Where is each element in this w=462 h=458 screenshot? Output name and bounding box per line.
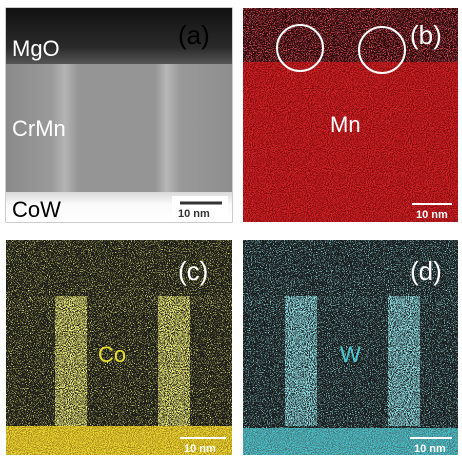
panel-a: (a) MgO CrMn CoW 10 nm: [6, 8, 232, 222]
noise: [6, 296, 232, 308]
layer-label: MgO: [12, 36, 60, 61]
element-label: W: [340, 342, 361, 367]
panel-b: (b) Mn 10 nm: [243, 8, 458, 222]
panel-tag: (b): [410, 20, 442, 50]
scale-label: 10 nm: [414, 443, 446, 455]
panel-tag: (c): [178, 256, 208, 286]
stripe: [388, 296, 420, 426]
noise: [243, 296, 458, 306]
stripe: [158, 296, 190, 426]
scale-label: 10 nm: [184, 443, 216, 455]
panel-tag: (a): [178, 20, 210, 50]
scale-label: 10 nm: [178, 208, 210, 220]
element-label: Co: [98, 342, 126, 367]
layer-label: CoW: [12, 197, 61, 222]
stripe: [285, 296, 317, 426]
panel-c: (c) Co 10 nm: [6, 240, 232, 455]
layer-label: CrMn: [12, 116, 66, 141]
scale-label: 10 nm: [416, 209, 448, 221]
panel-d: (d) W 10 nm: [243, 240, 458, 455]
panel-tag: (d): [410, 256, 442, 286]
page: (a) MgO CrMn CoW 10 nm (b) Mn 10 nm (c) …: [0, 0, 462, 458]
figure: (a) MgO CrMn CoW 10 nm (b) Mn 10 nm (c) …: [0, 0, 462, 458]
element-label: Mn: [330, 112, 361, 137]
stripe: [55, 296, 87, 426]
